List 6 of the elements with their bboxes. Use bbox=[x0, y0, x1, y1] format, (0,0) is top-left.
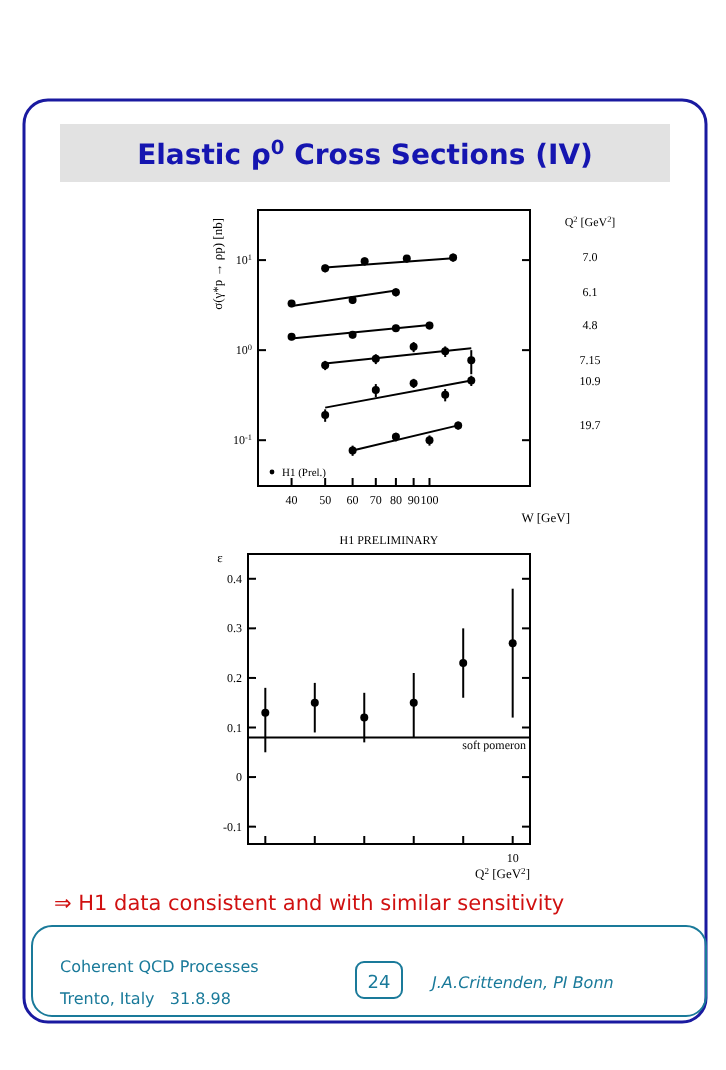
text: J.A.Crittenden, PI Bonn bbox=[428, 974, 614, 992]
text: Coherent QCD Processes bbox=[60, 958, 259, 976]
text: Trento, Italy 31.8.98 bbox=[58, 990, 231, 1008]
chart-title: Elastic ρ$^{0}$ Cross Sections (IV) bbox=[137, 137, 593, 172]
text: ⇒ H1 data consistent and with similar sensitivity bbox=[54, 892, 565, 916]
text: 24 bbox=[367, 974, 391, 994]
